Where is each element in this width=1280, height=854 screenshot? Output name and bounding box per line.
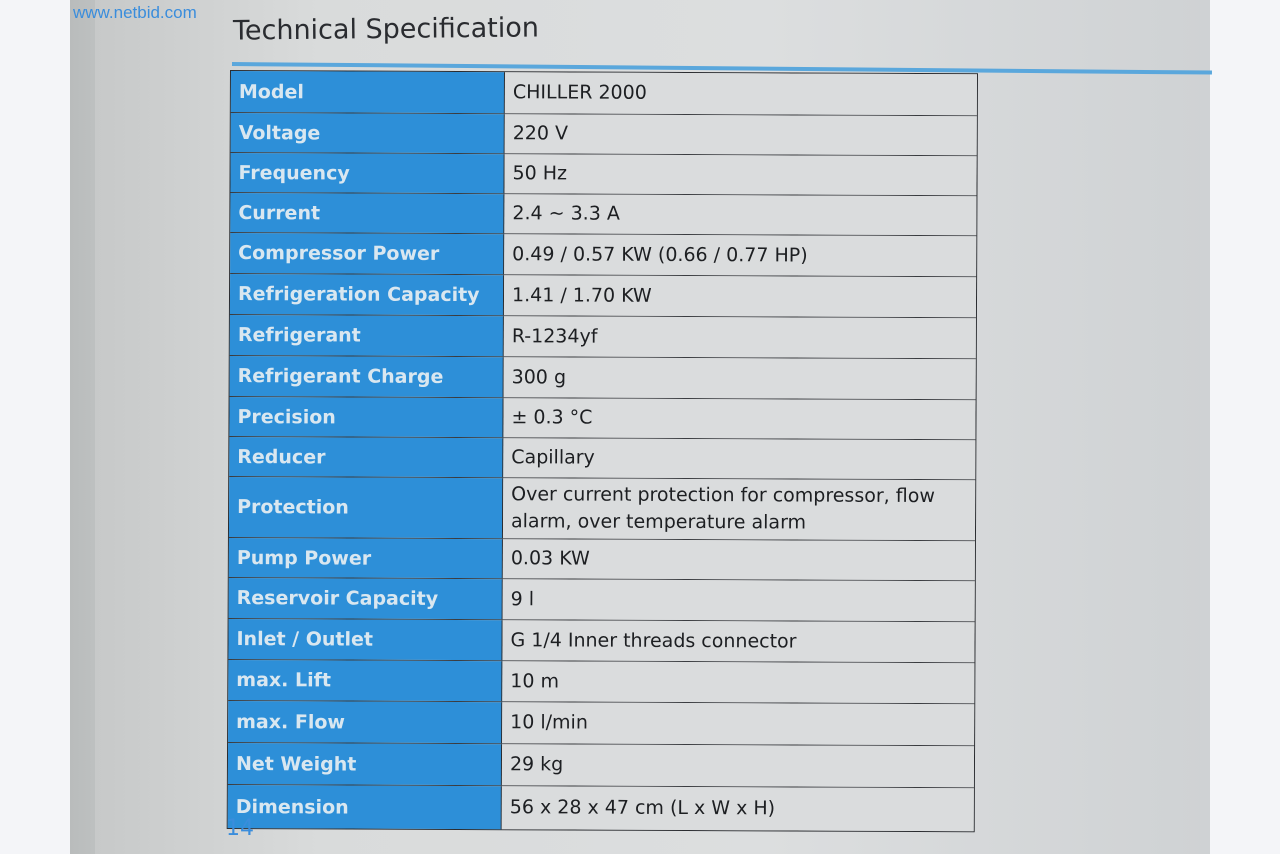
spec-value: 50 Hz	[504, 154, 977, 196]
table-row: max. Lift 10 m	[228, 659, 975, 705]
spec-label: Compressor Power	[230, 233, 505, 275]
spec-value: Capillary	[503, 438, 976, 480]
spec-value: 10 l/min	[502, 702, 975, 746]
spec-value: 300 g	[503, 357, 976, 400]
spec-label: Current	[230, 193, 505, 234]
page-number: 14	[226, 816, 254, 841]
spec-value: 10 m	[502, 661, 975, 704]
table-row: Protection Over current protection for co…	[228, 477, 976, 542]
spec-value: 0.03 KW	[502, 539, 975, 581]
table-row: Frequency 50 Hz	[230, 153, 977, 197]
spec-value: R-1234yf	[503, 316, 976, 359]
spec-value: 0.49 / 0.57 KW (0.66 / 0.77 HP)	[504, 234, 977, 277]
spec-value: 2.4 ~ 3.3 A	[504, 194, 977, 236]
watermark-link[interactable]: www.netbid.com	[73, 3, 197, 22]
spec-label: Refrigerant Charge	[229, 356, 504, 398]
spec-label: Frequency	[230, 153, 505, 194]
spec-label: Refrigeration Capacity	[229, 274, 505, 316]
spec-value: CHILLER 2000	[504, 72, 977, 116]
spec-label: Protection	[228, 477, 504, 539]
spec-value: 56 x 28 x 47 cm (L x W x H)	[501, 786, 974, 832]
spec-value: 29 kg	[501, 744, 975, 788]
spec-value: Over current protection for compressor, …	[502, 478, 976, 541]
spec-label: Dimension	[227, 784, 502, 830]
table-row: Current 2.4 ~ 3.3 A	[230, 193, 977, 237]
spec-label: Reservoir Capacity	[228, 577, 503, 620]
spec-value: 9 l	[502, 579, 975, 622]
table-row: Reservoir Capacity 9 l	[228, 577, 975, 623]
spec-value: 220 V	[504, 114, 977, 156]
spec-value: G 1/4 Inner threads connector	[502, 620, 975, 663]
spec-label: Model	[230, 71, 505, 114]
table-row: Dimension 56 x 28 x 47 cm (L x W x H)	[227, 784, 974, 832]
table-row: Refrigeration Capacity 1.41 / 1.70 KW	[229, 274, 977, 319]
table-row: Precision ± 0.3 °C	[229, 397, 976, 441]
spec-label: Reducer	[229, 437, 504, 478]
spec-label: Net Weight	[227, 742, 503, 786]
spec-label: Inlet / Outlet	[228, 618, 503, 661]
spec-table: Model CHILLER 2000 Voltage 220 V Frequency 50…	[226, 70, 978, 833]
spec-label: Voltage	[230, 113, 505, 154]
table-row: Refrigerant Charge 300 g	[229, 356, 976, 401]
table-row: Inlet / Outlet G 1/4 Inner threads connec…	[228, 618, 975, 664]
spec-label: max. Flow	[228, 700, 503, 744]
table-row: Reducer Capillary	[229, 437, 976, 481]
table-row: Pump Power 0.03 KW	[228, 537, 975, 582]
table-row: Compressor Power 0.49 / 0.57 KW (0.66 / 0…	[230, 233, 977, 278]
table-row: max. Flow 10 l/min	[228, 700, 975, 747]
spec-label: Pump Power	[228, 537, 503, 579]
spec-value: ± 0.3 °C	[503, 398, 976, 440]
table-row: Refrigerant R-1234yf	[229, 315, 976, 360]
page-title: Technical Specification	[232, 12, 540, 47]
spec-label: max. Lift	[228, 659, 503, 702]
spec-value: 1.41 / 1.70 KW	[503, 275, 977, 318]
table-row: Model CHILLER 2000	[230, 71, 977, 117]
table-row: Net Weight 29 kg	[227, 742, 975, 789]
table-row: Voltage 220 V	[230, 113, 977, 157]
spec-label: Precision	[229, 397, 504, 438]
spec-label: Refrigerant	[229, 315, 504, 357]
